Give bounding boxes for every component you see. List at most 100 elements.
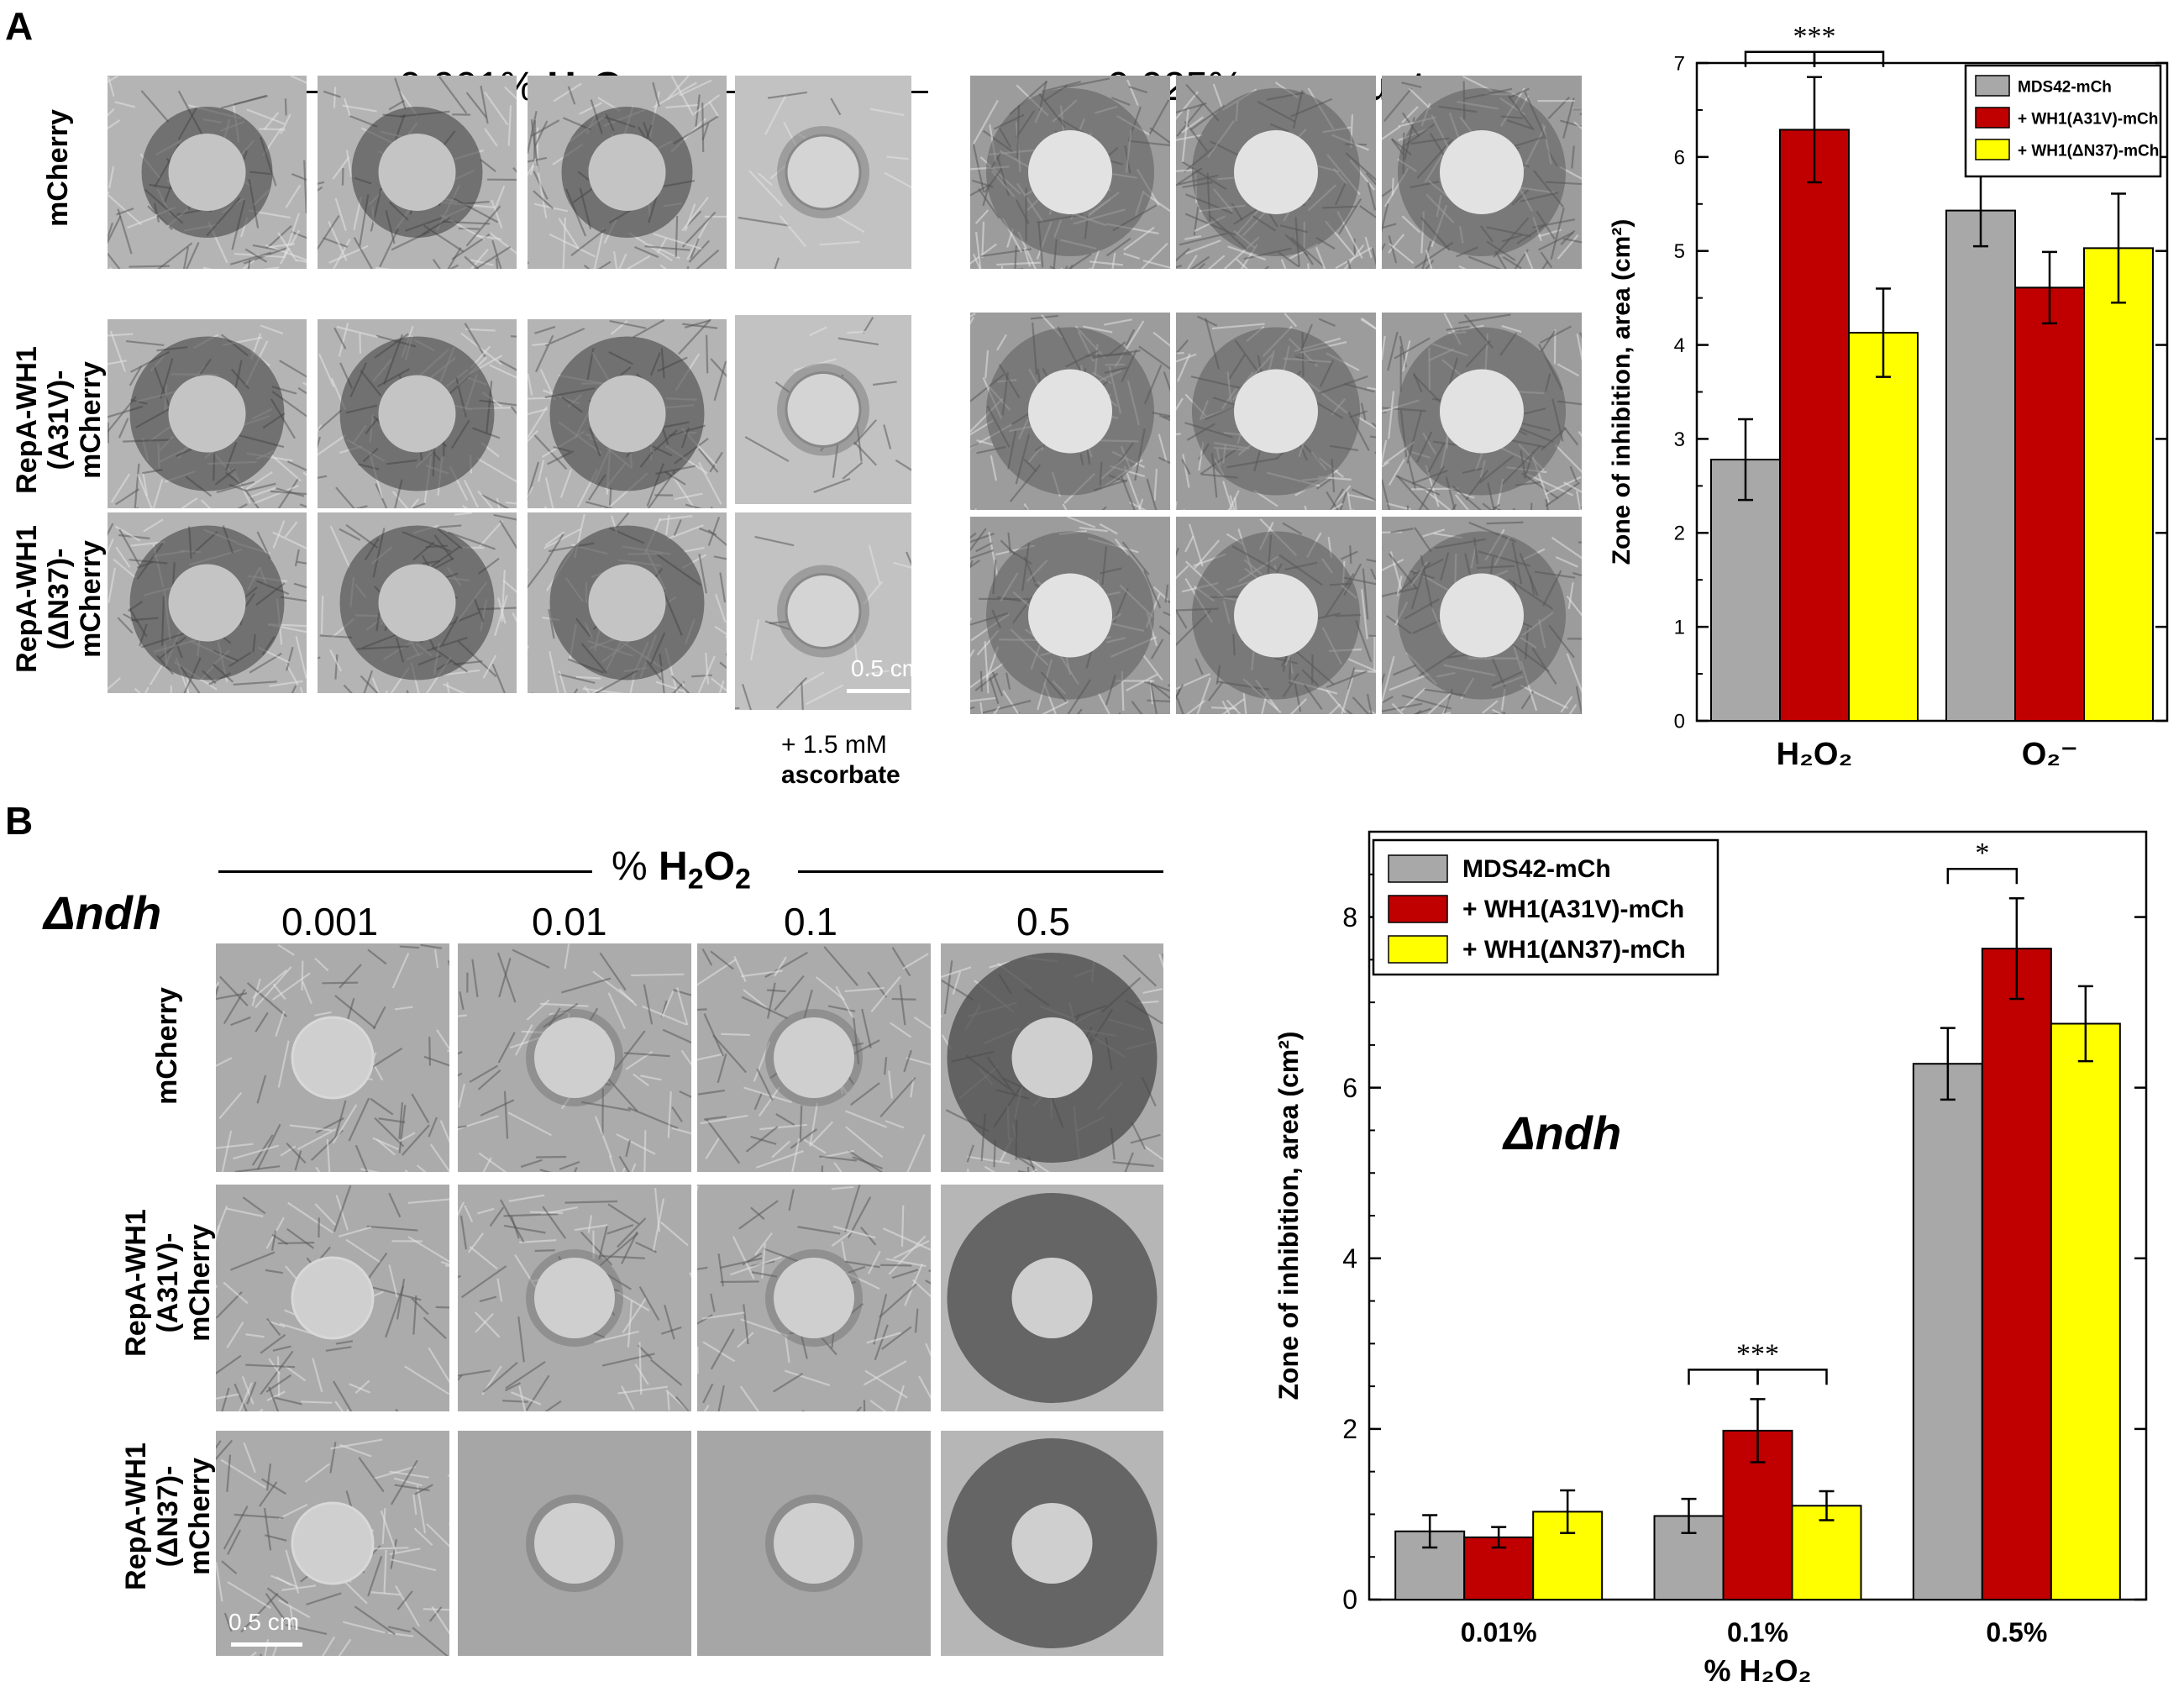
plate-a-paraquat-r3-c3: [1382, 517, 1582, 714]
texture-stroke: [428, 1348, 449, 1387]
texture-stroke: [370, 1048, 402, 1069]
texture-stroke: [892, 1269, 918, 1278]
plate-b-r1-c1-image: [216, 943, 449, 1172]
texture-stroke: [330, 1440, 382, 1449]
texture-stroke: [1164, 372, 1170, 401]
texture-stroke: [371, 1592, 401, 1595]
texture-stroke: [227, 1209, 264, 1216]
texture-stroke: [601, 1233, 638, 1265]
plate-b-r2-c3-image: [697, 1185, 931, 1411]
plate-a-h2o2-r2-c2-image: [318, 319, 517, 508]
texture-stroke: [465, 1206, 472, 1222]
texture-stroke: [470, 1247, 497, 1269]
paper-disc: [1234, 574, 1318, 658]
paper-disc: [1234, 370, 1318, 454]
texture-stroke: [394, 503, 425, 508]
texture-stroke: [354, 238, 381, 269]
row-label-line: mCherry: [42, 109, 74, 227]
texture-stroke: [219, 1093, 241, 1119]
texture-stroke: [1567, 654, 1582, 702]
texture-stroke: [705, 507, 711, 508]
texture-stroke: [318, 476, 327, 484]
texture-stroke: [465, 323, 486, 357]
plate-b-r1-c1: [216, 943, 449, 1172]
texture-stroke: [751, 1207, 764, 1219]
texture-stroke: [501, 1200, 523, 1242]
texture-stroke: [900, 985, 905, 1025]
texture-stroke: [291, 76, 307, 88]
paper-disc: [1028, 130, 1112, 214]
x-category-label: 0.01%: [1461, 1617, 1537, 1647]
texture-stroke: [413, 1495, 416, 1515]
panel-b-col-0001: 0.001: [281, 899, 378, 944]
texture-stroke: [506, 1362, 545, 1388]
texture-stroke: [302, 961, 303, 991]
texture-stroke: [286, 185, 301, 208]
texture-stroke: [673, 990, 691, 999]
texture-stroke: [108, 568, 115, 603]
plate-b-r1-c4: [941, 943, 1163, 1172]
texture-stroke: [420, 945, 441, 948]
texture-stroke: [968, 1145, 974, 1163]
texture-stroke: [318, 410, 341, 430]
texture-stroke: [412, 1298, 428, 1314]
texture-stroke: [1525, 251, 1542, 269]
texture-stroke: [339, 529, 360, 540]
texture-stroke: [281, 230, 299, 264]
texture-stroke: [819, 242, 859, 244]
texture-stroke: [395, 1007, 412, 1010]
texture-stroke: [684, 548, 705, 552]
texture-stroke: [1370, 436, 1376, 440]
ascorbate-line1: + 1.5 mM: [781, 731, 887, 759]
texture-stroke: [703, 949, 712, 966]
texture-stroke: [1113, 1162, 1154, 1166]
texture-stroke: [1578, 334, 1582, 374]
panel-b-header-sub1: 2: [688, 864, 704, 896]
panel-b-col-001: 0.01: [532, 899, 607, 944]
texture-stroke: [892, 999, 916, 1000]
texture-stroke: [1401, 82, 1421, 87]
texture-stroke: [703, 1384, 712, 1403]
texture-stroke: [890, 1023, 911, 1038]
texture-stroke: [503, 581, 517, 602]
texture-stroke: [1316, 247, 1336, 269]
paper-disc: [1440, 370, 1524, 454]
plate-b-r1-c3-image: [697, 943, 931, 1172]
paper-disc: [534, 1017, 615, 1098]
texture-stroke: [439, 76, 466, 113]
texture-stroke: [315, 959, 328, 971]
texture-stroke: [244, 1442, 255, 1473]
texture-stroke: [904, 1050, 911, 1072]
texture-stroke: [417, 1165, 439, 1172]
texture-stroke: [683, 213, 716, 247]
texture-stroke: [108, 254, 123, 269]
texture-stroke: [113, 560, 135, 578]
texture-stroke: [676, 1397, 691, 1411]
texture-stroke: [1024, 701, 1068, 714]
plate-a-paraquat-r2-c3-image: [1382, 313, 1582, 510]
panel-b-header-rule-left: [218, 870, 592, 873]
texture-stroke: [477, 458, 517, 486]
texture-stroke: [1305, 506, 1312, 510]
texture-stroke: [234, 96, 268, 105]
texture-stroke: [742, 997, 787, 1018]
texture-stroke: [216, 1562, 222, 1601]
texture-stroke: [330, 1442, 335, 1473]
texture-stroke: [1118, 712, 1120, 714]
texture-stroke: [322, 596, 323, 633]
plate-b-r3-c3: [697, 1431, 931, 1656]
texture-stroke: [540, 1169, 590, 1172]
row-label-line: mCherry: [151, 987, 183, 1105]
texture-stroke: [1305, 704, 1341, 714]
texture-stroke: [227, 1455, 230, 1492]
panel-b-row-label-mcherry: mCherry: [151, 962, 185, 1130]
plate-a-h2o2-r3-c2-image: [318, 512, 517, 693]
texture-stroke: [697, 959, 736, 985]
texture-stroke: [715, 627, 727, 642]
texture-stroke: [709, 102, 718, 117]
texture-stroke: [1131, 1135, 1161, 1143]
texture-stroke: [307, 1593, 342, 1604]
paper-disc: [1012, 1503, 1093, 1584]
texture-stroke: [534, 120, 535, 165]
texture-stroke: [273, 686, 296, 693]
